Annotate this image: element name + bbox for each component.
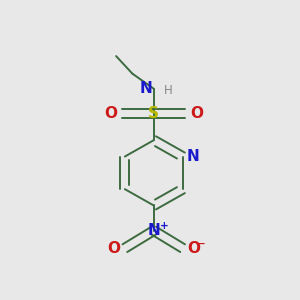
Text: O: O	[107, 241, 120, 256]
Text: N: N	[147, 223, 160, 238]
Text: O: O	[104, 106, 117, 121]
Text: N: N	[187, 149, 200, 164]
Text: S: S	[148, 106, 159, 121]
Text: N: N	[140, 81, 152, 96]
Text: H: H	[164, 84, 172, 97]
Text: −: −	[196, 238, 205, 249]
Text: O: O	[191, 106, 204, 121]
Text: +: +	[159, 221, 168, 231]
Text: O: O	[187, 241, 200, 256]
